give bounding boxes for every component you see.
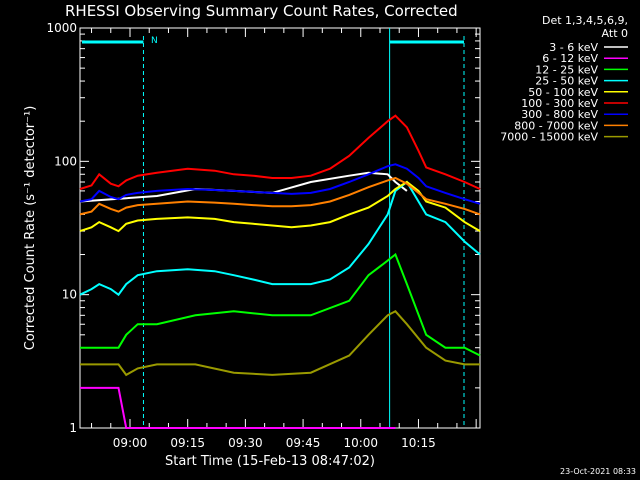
- series-line-6: [79, 114, 481, 190]
- series-line-8: [79, 176, 481, 216]
- generated-timestamp: 23-Oct-2021 08:33: [560, 467, 636, 476]
- legend-label: 50 - 100 keV: [528, 86, 598, 99]
- series-lines: [79, 114, 481, 429]
- y-tick-label: 1000: [46, 21, 77, 35]
- series-line-5: [79, 180, 481, 233]
- y-tick-label: 1: [69, 421, 77, 435]
- series-line-3: [80, 252, 481, 357]
- x-axis-label: Start Time (15-Feb-13 08:47:02): [165, 454, 375, 469]
- legend-label: 25 - 50 keV: [535, 75, 598, 88]
- y-tick-label: 100: [54, 154, 77, 168]
- legend-label: 12 - 25 keV: [535, 63, 598, 76]
- annotation-n: N: [151, 36, 158, 46]
- legend-header: Det 1,3,4,5,6,9,: [542, 14, 628, 27]
- legend-header-att: Att 0: [602, 27, 628, 40]
- x-tick-label: 09:15: [170, 436, 205, 450]
- series-line-1: [79, 171, 408, 203]
- x-tick-labels: 09:00 09:15 09:30 09:45 10:00 10:15: [113, 436, 436, 450]
- series-line-7: [79, 163, 481, 205]
- series-line-2: [80, 386, 396, 429]
- series-line-9: [80, 310, 480, 377]
- series-line-4: [79, 180, 481, 297]
- y-tick-label: 10: [62, 288, 77, 302]
- x-tick-label: 09:00: [113, 436, 148, 450]
- x-tick-label: 09:30: [228, 436, 263, 450]
- interval-markers: [82, 28, 465, 428]
- legend-label: 100 - 300 keV: [521, 97, 598, 110]
- y-tick-labels: 1 10 100 1000: [46, 21, 77, 435]
- chart-title: RHESSI Observing Summary Count Rates, Co…: [65, 2, 458, 20]
- legend-label: 7000 - 15000 keV: [500, 131, 598, 144]
- x-tick-label: 09:45: [286, 436, 321, 450]
- legend-label: 300 - 800 keV: [521, 108, 598, 121]
- x-tick-label: 10:15: [401, 436, 436, 450]
- y-axis-label: Corrected Count Rate (s⁻¹ detector⁻¹): [23, 106, 38, 351]
- axis-ticks: [80, 28, 480, 429]
- legend-label: 3 - 6 keV: [549, 41, 598, 54]
- x-tick-label: 10:00: [343, 436, 378, 450]
- legend-label: 6 - 12 keV: [542, 52, 598, 65]
- legend-label: 800 - 7000 keV: [514, 119, 598, 132]
